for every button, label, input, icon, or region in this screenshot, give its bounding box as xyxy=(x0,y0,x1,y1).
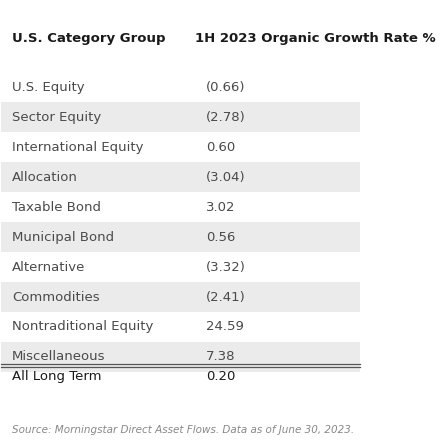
Bar xyxy=(1,72,360,102)
Text: All Long Term: All Long Term xyxy=(12,370,102,383)
Text: Source: Morningstar Direct Asset Flows. Data as of June 30, 2023.: Source: Morningstar Direct Asset Flows. … xyxy=(12,425,354,435)
Text: Miscellaneous: Miscellaneous xyxy=(12,351,106,363)
Bar xyxy=(1,102,360,132)
Text: (2.78): (2.78) xyxy=(206,111,246,124)
Bar xyxy=(1,342,360,372)
Bar xyxy=(1,132,360,162)
Text: (3.32): (3.32) xyxy=(206,260,246,273)
Text: (2.41): (2.41) xyxy=(206,290,246,304)
Text: Sector Equity: Sector Equity xyxy=(12,111,101,124)
Bar xyxy=(1,252,360,282)
Text: Nontraditional Equity: Nontraditional Equity xyxy=(12,321,154,334)
Text: 0.60: 0.60 xyxy=(206,140,235,154)
Bar xyxy=(1,282,360,312)
Bar xyxy=(1,312,360,342)
Text: (3.04): (3.04) xyxy=(206,171,246,184)
Text: U.S. Category Group: U.S. Category Group xyxy=(12,33,166,45)
Text: 1H 2023 Organic Growth Rate %: 1H 2023 Organic Growth Rate % xyxy=(195,33,436,45)
Text: 3.02: 3.02 xyxy=(206,201,235,214)
Bar xyxy=(1,192,360,222)
Bar xyxy=(1,162,360,192)
Text: 0.20: 0.20 xyxy=(206,370,235,383)
Text: 7.38: 7.38 xyxy=(206,351,235,363)
Text: Allocation: Allocation xyxy=(12,171,78,184)
Text: Alternative: Alternative xyxy=(12,260,86,273)
Text: Taxable Bond: Taxable Bond xyxy=(12,201,101,214)
Text: Commodities: Commodities xyxy=(12,290,100,304)
Text: U.S. Equity: U.S. Equity xyxy=(12,81,85,94)
Text: (0.66): (0.66) xyxy=(206,81,246,94)
Text: 24.59: 24.59 xyxy=(206,321,244,334)
Text: 0.56: 0.56 xyxy=(206,231,235,244)
Text: Municipal Bond: Municipal Bond xyxy=(12,231,114,244)
Text: International Equity: International Equity xyxy=(12,140,144,154)
Bar xyxy=(1,222,360,252)
